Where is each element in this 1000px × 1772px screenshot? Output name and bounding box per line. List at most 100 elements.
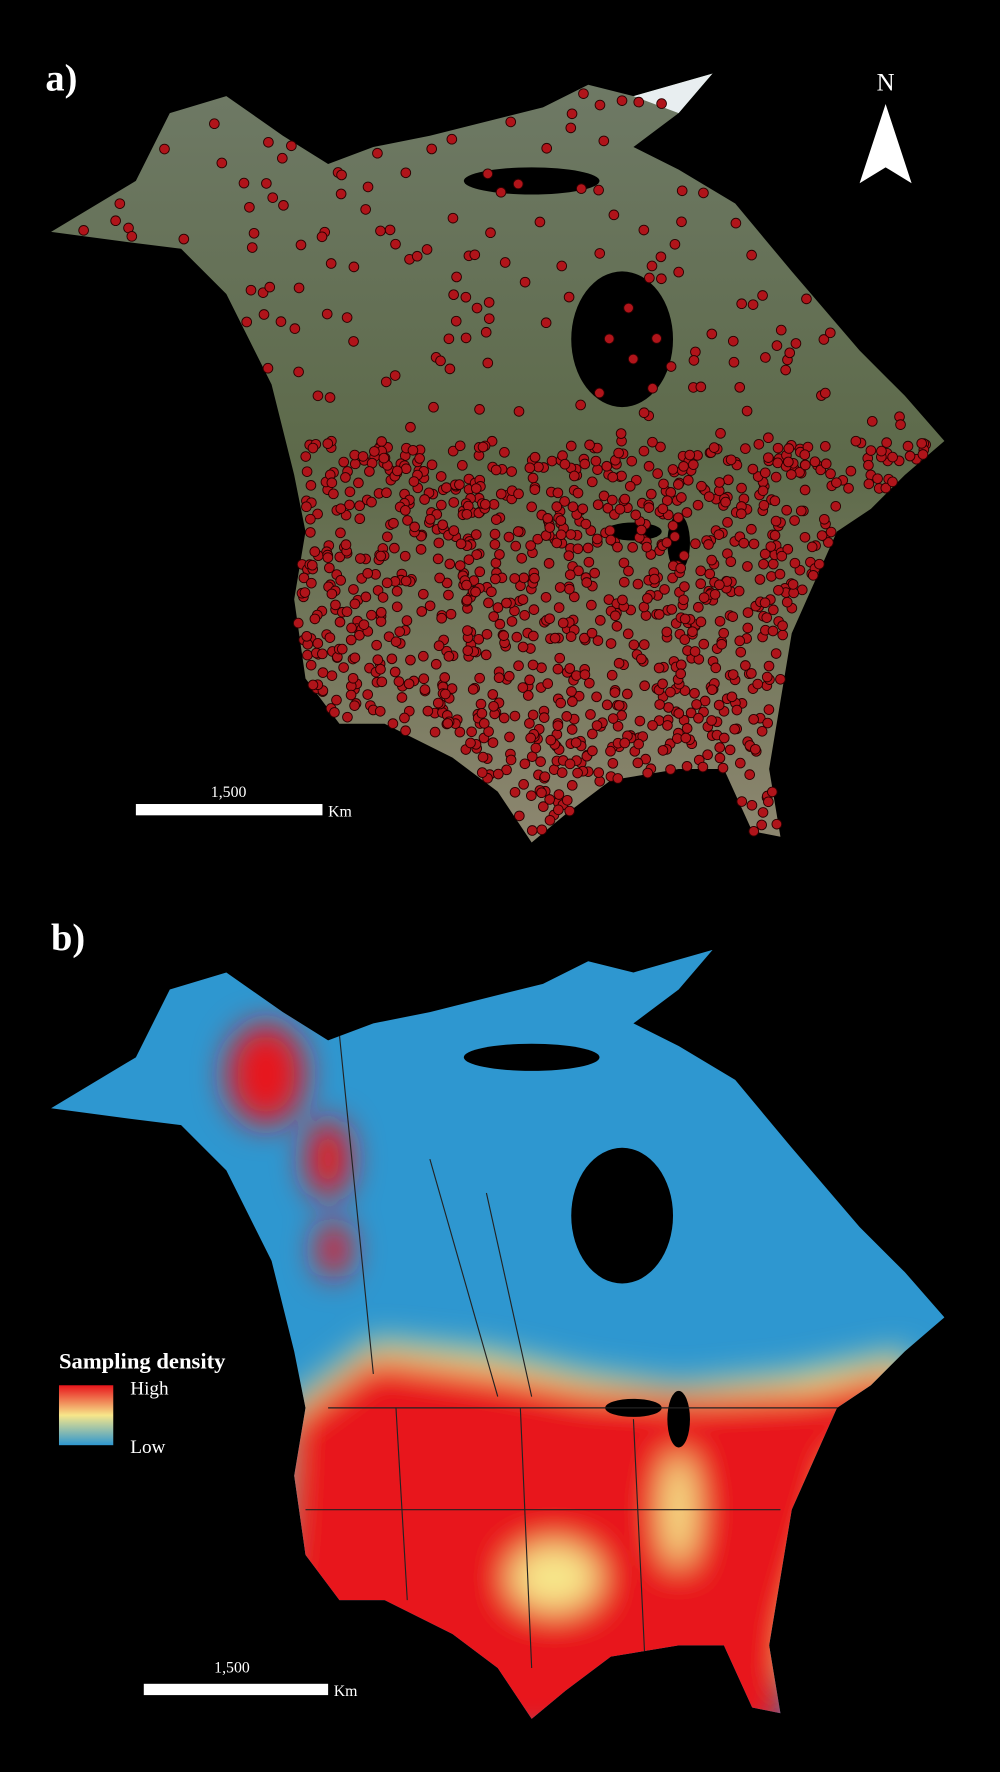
sample-point: [454, 560, 466, 571]
sample-point: [514, 810, 525, 822]
sample-point: [535, 756, 546, 767]
sample-point: [432, 697, 444, 709]
sample-point: [590, 455, 602, 467]
sample-point: [457, 460, 468, 471]
sample-point: [474, 672, 485, 684]
sample-point: [248, 227, 260, 239]
sample-point: [209, 118, 220, 130]
sample-point: [781, 596, 793, 608]
sample-point: [354, 513, 366, 525]
sample-point: [338, 662, 349, 673]
sample-point: [799, 531, 811, 543]
sample-point: [606, 669, 618, 681]
sample-point: [537, 801, 549, 812]
sample-point: [344, 486, 356, 498]
sample-point: [347, 672, 359, 684]
sample-point: [736, 298, 747, 310]
sample-point: [524, 462, 536, 474]
sample-point: [366, 496, 377, 508]
scale-unit: Km: [328, 803, 352, 820]
sample-point: [619, 493, 631, 505]
sample-point: [708, 442, 720, 453]
sample-point: [766, 786, 778, 798]
sample-point: [772, 442, 784, 454]
sample-point: [638, 445, 650, 457]
sample-point: [518, 779, 529, 790]
sample-point: [377, 592, 389, 603]
sample-point: [824, 327, 836, 339]
sample-point: [447, 212, 459, 224]
sample-point: [665, 686, 676, 698]
sample-point: [461, 508, 473, 520]
sample-point: [354, 500, 365, 512]
sample-point: [305, 513, 316, 525]
sample-point: [654, 699, 665, 710]
sample-point: [714, 742, 726, 753]
sample-point: [392, 465, 403, 477]
sample-point: [492, 602, 504, 613]
sample-point: [765, 541, 777, 552]
sample-point: [714, 579, 725, 591]
sample-point: [662, 720, 673, 731]
sample-point: [541, 142, 553, 154]
sample-point: [633, 738, 644, 750]
sample-point: [555, 529, 567, 541]
sample-point: [509, 573, 521, 584]
sample-point: [498, 630, 510, 641]
sample-point: [709, 589, 721, 600]
sample-point: [444, 363, 456, 375]
sample-point: [545, 734, 557, 746]
sample-point: [661, 626, 673, 638]
sample-point: [509, 786, 521, 798]
sample-point: [748, 714, 759, 725]
sample-point: [564, 805, 575, 817]
sample-point: [785, 469, 797, 480]
sample-point: [529, 484, 541, 495]
sample-point: [300, 451, 312, 462]
sample-point: [443, 333, 455, 345]
sample-point: [426, 143, 438, 155]
sample-point: [495, 186, 507, 198]
sample-point: [605, 638, 617, 649]
sample-point: [549, 632, 561, 644]
sample-point: [768, 604, 779, 616]
legend-gradient: [58, 1385, 114, 1446]
sample-point: [781, 504, 792, 516]
sample-point: [756, 819, 767, 831]
sample-point: [525, 732, 536, 744]
sample-point: [436, 612, 447, 624]
sample-point: [783, 456, 794, 468]
sample-point: [388, 517, 399, 529]
sample-point: [476, 708, 488, 719]
sample-point: [639, 680, 650, 692]
sample-point: [434, 572, 445, 584]
sample-point: [522, 690, 534, 701]
sample-point: [895, 419, 906, 430]
sample-point: [613, 447, 624, 459]
sample-point: [643, 460, 655, 472]
sample-point: [555, 515, 567, 526]
sample-point: [718, 627, 729, 639]
sample-point: [467, 684, 479, 695]
sample-point: [292, 617, 304, 629]
sample-point: [695, 565, 707, 577]
sample-point: [609, 687, 621, 698]
sample-point: [479, 499, 491, 510]
sample-point: [299, 587, 311, 598]
sample-point: [461, 579, 472, 591]
sample-point: [696, 480, 707, 492]
sample-point: [390, 636, 402, 647]
sample-point: [462, 645, 474, 656]
sample-point: [538, 712, 550, 723]
sample-point: [762, 717, 773, 729]
sample-point: [435, 499, 447, 511]
sample-point: [335, 575, 346, 586]
sample-point: [758, 558, 769, 570]
sample-point: [470, 483, 482, 494]
sample-point: [748, 825, 760, 837]
sample-point: [307, 679, 319, 691]
sample-point: [403, 678, 415, 690]
sample-point: [466, 726, 477, 738]
sample-point: [405, 654, 416, 666]
